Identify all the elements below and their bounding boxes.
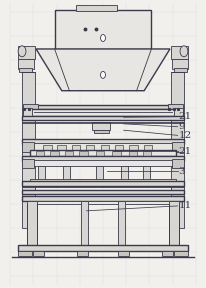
Polygon shape [36,49,170,91]
Bar [96,166,103,180]
Bar [65,151,73,156]
Bar [112,151,121,156]
Bar [76,5,117,11]
Bar [22,142,34,152]
Bar [19,68,32,72]
Bar [143,151,151,156]
Bar [18,59,34,69]
Bar [79,151,88,156]
Bar [174,251,188,256]
Bar [57,145,66,150]
Bar [22,72,35,228]
Bar [43,145,52,150]
Bar [23,104,38,113]
Bar [50,151,59,156]
Bar [30,143,176,150]
Bar [94,130,109,133]
Bar [171,46,188,59]
Bar [18,251,32,256]
Bar [23,108,32,117]
Bar [174,108,183,117]
Circle shape [180,46,188,57]
Bar [38,166,45,180]
Bar [18,46,35,59]
Bar [36,151,44,156]
Bar [92,122,110,130]
Bar [55,10,151,49]
Bar [172,159,184,168]
Bar [121,166,128,180]
Bar [22,159,34,168]
Bar [27,201,37,245]
Bar [22,139,184,144]
Bar [172,59,188,69]
Bar [115,145,123,150]
Bar [30,150,176,156]
Text: 3: 3 [179,167,185,176]
Bar [22,156,184,161]
Bar [129,145,138,150]
Bar [143,166,150,180]
Bar [144,145,152,150]
Text: 21: 21 [179,112,192,121]
Bar [30,160,176,166]
Bar [168,104,183,113]
Bar [30,179,176,182]
Bar [30,201,176,204]
Bar [22,116,184,120]
Circle shape [101,35,105,41]
Bar [96,151,104,156]
Bar [171,72,184,228]
Text: 9: 9 [179,122,185,131]
Bar [162,251,173,256]
Text: 21: 21 [179,147,192,156]
Circle shape [18,46,26,57]
Bar [81,201,88,245]
Bar [63,166,70,180]
Bar [77,251,88,256]
Bar [72,145,80,150]
Bar [118,251,129,256]
Bar [86,145,94,150]
Text: 11: 11 [179,201,192,211]
Bar [18,245,188,251]
Bar [118,201,125,245]
Bar [169,201,179,245]
Bar [101,145,109,150]
Bar [33,251,44,256]
Bar [172,142,184,152]
Bar [22,196,184,201]
Bar [22,190,184,194]
Bar [129,151,137,156]
Circle shape [101,71,105,78]
Text: 12: 12 [179,131,192,140]
Bar [31,109,175,116]
Bar [22,181,184,186]
Bar [34,105,172,109]
Bar [174,68,187,72]
